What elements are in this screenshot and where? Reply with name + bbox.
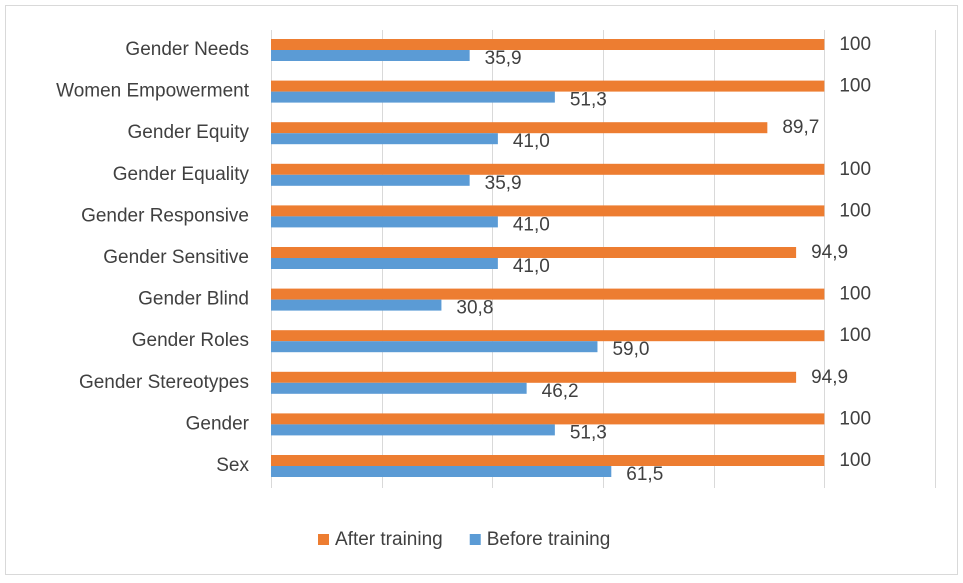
value-label: 100 [839,76,871,97]
value-label: 100 [839,408,871,429]
bar [271,122,768,134]
bar [271,80,825,92]
bar [271,39,825,50]
bar [271,341,598,353]
category-label: Gender Sensitive [103,247,249,268]
bar [271,371,797,383]
value-label: 30,8 [456,298,493,319]
value-label: 100 [839,284,871,305]
legend-swatch [318,534,329,545]
bar [271,91,555,103]
bar [271,205,825,217]
legend-label: After training [335,529,443,550]
value-label: 94,9 [811,242,848,263]
bar [271,299,442,311]
category-label: Gender Stereotypes [79,372,249,393]
value-label: 94,9 [811,367,848,388]
value-label: 100 [839,200,871,221]
legend-swatch [469,534,481,545]
value-label: 100 [839,34,871,55]
bar [271,288,825,300]
value-label: 89,7 [782,117,819,138]
category-label: Gender [186,413,250,434]
value-label: 35,9 [485,173,522,194]
category-label: Gender Blind [138,289,249,310]
bar [271,163,825,175]
bar [271,133,498,145]
bar [271,258,498,269]
bar [271,216,498,228]
value-label: 51,3 [570,422,607,443]
category-label: Gender Needs [125,39,249,60]
value-label: 100 [839,159,871,180]
bar [271,247,797,258]
value-label: 51,3 [570,90,607,111]
category-label: Gender Equality [113,164,250,185]
value-label: 41,0 [513,256,550,277]
bar [271,455,825,466]
value-label: 41,0 [513,131,550,152]
value-label: 100 [839,325,871,346]
bar [271,382,527,394]
bar [271,174,470,186]
bar [271,424,555,436]
value-label: 61,5 [626,464,663,485]
category-label: Sex [216,455,249,476]
value-label: 35,9 [485,48,522,69]
category-label: Women Empowerment [56,81,250,102]
bar [271,330,825,342]
category-label: Gender Responsive [81,205,249,226]
category-label: Gender Roles [132,330,249,351]
value-label: 46,2 [542,381,579,402]
bar [271,466,612,477]
value-label: 41,0 [513,214,550,235]
value-label: 100 [839,450,871,471]
legend-label: Before training [487,529,611,550]
category-label: Gender Equity [128,122,250,143]
bar [271,413,825,425]
bar [271,50,470,61]
value-label: 59,0 [612,339,649,360]
